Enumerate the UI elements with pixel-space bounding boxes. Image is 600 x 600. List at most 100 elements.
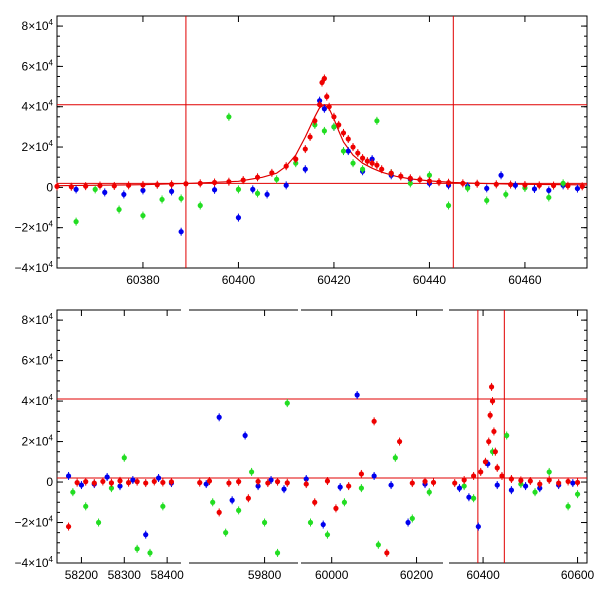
panel2-data-point <box>471 473 477 479</box>
panel2-data-point <box>388 482 394 488</box>
panel1-data-point <box>531 186 538 192</box>
panel1-data-point <box>264 191 270 198</box>
panel2-axis-break-top <box>181 309 189 312</box>
panel2-data-point <box>486 438 492 445</box>
panel2-data-point <box>478 469 484 475</box>
panel2-data-point <box>100 478 106 485</box>
panel1-data-point <box>350 160 356 166</box>
panel2-data-point <box>537 485 543 491</box>
panel1-data-point <box>321 106 327 112</box>
panel1-data-point <box>168 181 175 187</box>
panel2-axis-break-top <box>443 309 449 312</box>
panel1-data-point <box>211 187 218 193</box>
panel2-data-point <box>333 505 339 511</box>
panel1-y-tick-label: 8×104 <box>22 18 54 33</box>
panel2-x-tick-label: 59800 <box>248 568 282 582</box>
panel1-data-point <box>512 182 518 188</box>
panel1-data-point <box>340 148 347 154</box>
panel1-data-point <box>293 160 299 166</box>
panel2-data-point <box>337 484 343 490</box>
panel2-axis-break-bottom <box>181 562 189 565</box>
panel1-data-point <box>159 196 165 203</box>
panel2-plot: −4×104 −2×104 0 2×104 4×104 6×104 8×104 58200 58… <box>15 309 595 582</box>
panel1-data-point <box>302 166 308 172</box>
panel2-y-tick-label: −2×104 <box>15 515 54 530</box>
panel2-data-point <box>74 480 80 486</box>
panel2-y-tick-label: −4×104 <box>15 555 54 570</box>
panel2-y-tick-label: 6×104 <box>22 353 54 368</box>
panel1-data-point <box>283 182 289 188</box>
panel1-data-point <box>197 202 203 209</box>
panel1-data-point <box>73 186 79 192</box>
panel1-data-point <box>111 183 117 189</box>
panel1-data-point <box>498 172 504 178</box>
panel2-data-point <box>556 480 562 486</box>
panel1-data-point <box>168 188 175 194</box>
panel2-data-point <box>134 479 140 485</box>
panel2-data-point <box>108 480 115 486</box>
panel2-data-point <box>461 477 467 483</box>
panel1-data-point <box>398 173 404 179</box>
panel1-data-point <box>345 148 351 154</box>
panel1-data-point <box>388 170 394 176</box>
panel2-data-point <box>223 530 229 536</box>
panel2-data-point <box>466 494 472 500</box>
panel1-data-point <box>283 163 289 169</box>
panel1-y-tick-label: 0 <box>46 180 53 194</box>
panel1-plot: −4×104 −2×104 0 2×104 4×104 6×104 8×104 60380 60… <box>15 15 588 287</box>
panel1-data-point <box>417 177 423 183</box>
panel2-data-point <box>504 432 510 439</box>
panel2-data-point <box>78 482 85 488</box>
panel1-data-point <box>350 144 356 150</box>
panel1-data-point <box>407 175 413 181</box>
panel2-data-point <box>236 479 242 485</box>
panel2-data-point <box>546 477 552 483</box>
panel2-data-point <box>396 438 403 445</box>
panel2-x-tick-label: 58300 <box>108 568 142 582</box>
panel2-data-point <box>341 499 348 505</box>
panel2-data-point <box>518 477 524 484</box>
panel1-data-point <box>445 202 452 209</box>
panel2-data-point <box>499 473 505 479</box>
panel2-data-point <box>475 523 481 530</box>
panel2-data-point <box>461 483 467 489</box>
panel2-axis-break-bottom <box>298 562 301 565</box>
panel1-data-point <box>126 182 132 188</box>
panel2-y-tick-label: 8×104 <box>22 312 54 327</box>
panel1-data-point <box>293 156 299 162</box>
panel2-data-point <box>95 519 102 526</box>
panel2-data-point <box>508 487 515 493</box>
panel2-data-point <box>151 478 157 485</box>
panel1-data-point <box>250 186 256 192</box>
panel1-data-point <box>331 124 337 130</box>
panel2-data-point <box>494 482 500 488</box>
panel1-data-point <box>436 179 442 185</box>
panel2-data-point <box>303 481 309 487</box>
panel1-data-point <box>565 183 571 189</box>
panel2-data-point <box>405 519 411 526</box>
panel1-data-point <box>235 215 242 221</box>
panel1-data-point <box>536 182 542 188</box>
panel2-data-point <box>409 480 415 486</box>
panel2-data-point <box>216 414 222 420</box>
panel2-data-point <box>242 432 248 439</box>
panel2-data-point <box>261 519 268 526</box>
panel1-data-point <box>560 180 566 186</box>
panel1-y-tick-label: 2×104 <box>22 139 54 154</box>
panel1-data-point <box>574 185 581 192</box>
panel1-data-point <box>116 206 122 213</box>
panel1-data-point <box>269 170 275 176</box>
panel1-data-point <box>178 229 184 235</box>
panel1-data-point <box>426 172 433 178</box>
panel2-y-tick-label: 2×104 <box>22 434 54 449</box>
panel2-data-point <box>117 483 123 489</box>
panel1-data-point <box>550 182 557 189</box>
panel2-data-point <box>508 476 515 482</box>
panel1-data-point <box>226 179 232 185</box>
panel2-data-point <box>91 480 97 486</box>
panel1-x-tick-label: 60460 <box>508 273 542 287</box>
panel1-data-point <box>522 182 528 188</box>
panel2-data-point <box>117 478 123 484</box>
panel1-data-point <box>445 180 452 186</box>
panel1-x-tick-label: 60400 <box>222 273 256 287</box>
